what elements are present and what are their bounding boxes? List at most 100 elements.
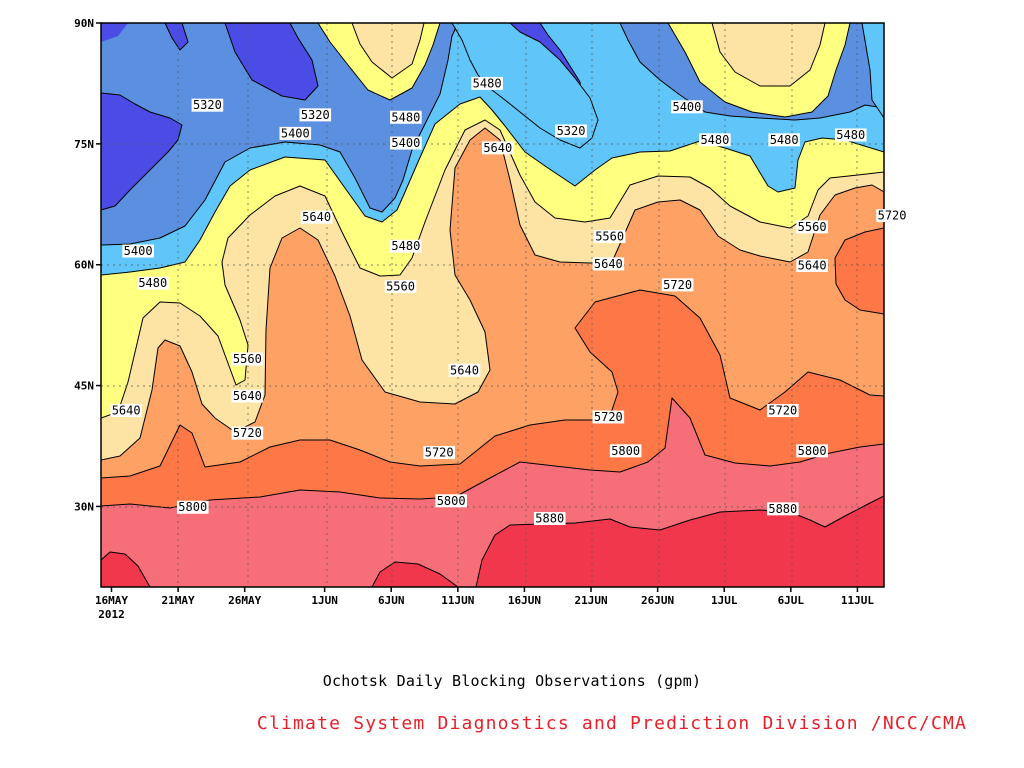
- contour-label: 5320: [193, 98, 222, 112]
- contour-label: 5720: [878, 209, 907, 223]
- contour-label: 5400: [124, 244, 153, 258]
- contour-label-box: [876, 209, 908, 223]
- band-below-5320-west: [101, 92, 183, 211]
- contour-label-box: [699, 133, 731, 147]
- contour-label: 5480: [836, 128, 865, 142]
- contour-label-box: [390, 110, 422, 124]
- contour-label-box: [768, 133, 800, 147]
- contour-label-box: [300, 210, 333, 224]
- x-tick-label: 11JUN: [441, 594, 474, 607]
- y-tick-label: 30N: [74, 500, 94, 513]
- contour-label-box: [796, 220, 828, 234]
- contour-label: 5560: [595, 230, 624, 244]
- contour-label-box: [767, 502, 799, 516]
- x-tick-label: 26MAY: [228, 594, 261, 607]
- contour-label-box: [384, 279, 417, 293]
- x-tick-label: 16MAY: [95, 594, 128, 607]
- contour-label-box: [176, 500, 209, 514]
- contour-label: 5720: [594, 410, 623, 424]
- band-above-5880-mid: [371, 561, 459, 587]
- contour-label: 5640: [112, 404, 141, 418]
- contour-label-box: [231, 389, 264, 403]
- contour-label-box: [279, 126, 312, 140]
- contour-label: 5720: [768, 404, 797, 418]
- x-axis: 16MAY 21MAY 26MAY 1JUN 6JUN 11JUN 16JUN 21JUN 26…: [95, 587, 874, 621]
- contour-label: 5320: [301, 108, 330, 122]
- contour-label-box: [796, 444, 828, 458]
- band-above-5880-south: [475, 495, 884, 587]
- y-tick-label: 60N: [74, 259, 94, 272]
- contour-label-box: [533, 512, 566, 526]
- contour-label: 5480: [391, 110, 420, 124]
- contour-label: 5400: [672, 100, 701, 114]
- contour-labels: 5320 5320 5320 5400 5400 5400 5400 5480 5480 5480…: [110, 76, 908, 526]
- contour-label: 5320: [557, 124, 586, 138]
- contour-label-box: [299, 108, 332, 122]
- contour-label-box: [231, 426, 264, 440]
- contour-label-box: [555, 124, 587, 138]
- contour-label-box: [767, 404, 799, 418]
- x-tick-label: 6JUL: [778, 594, 805, 607]
- contour-label: 5480: [138, 276, 167, 290]
- y-tick-label: 75N: [74, 138, 94, 151]
- band-5720-5800-east: [834, 227, 884, 315]
- contour-label-box: [471, 76, 503, 90]
- contour-label-box: [136, 276, 169, 290]
- x-tick-label: 6JUN: [378, 594, 405, 607]
- x-tick-label: 26JUN: [641, 594, 674, 607]
- band-below-5320-strip: [164, 23, 189, 51]
- credit-line: Climate System Diagnostics and Predictio…: [256, 713, 968, 734]
- band-5560-5640-north2: [711, 23, 826, 87]
- contour-label: 5640: [450, 363, 479, 377]
- contour-label: 5720: [425, 445, 454, 459]
- contour-label: 5480: [770, 133, 799, 147]
- contour-label: 5400: [281, 126, 310, 140]
- contour-label: 5800: [437, 494, 466, 508]
- x-tick-label: 21JUN: [574, 594, 607, 607]
- contour-label: 5640: [483, 141, 512, 155]
- contour-label: 5400: [391, 136, 420, 150]
- contour-label-box: [191, 98, 224, 112]
- y-tick-label: 45N: [74, 380, 94, 393]
- band-above-5880-west: [101, 551, 151, 587]
- contour-label-box: [661, 278, 694, 292]
- band-5560-5640-north1: [351, 23, 425, 79]
- contour-label: 5560: [798, 220, 827, 234]
- contour-label: 5480: [473, 76, 502, 90]
- contour-label: 5720: [663, 278, 692, 292]
- contour-label-box: [592, 257, 625, 271]
- contour-label: 5880: [768, 502, 797, 516]
- band-5400-5480-north3: [451, 23, 599, 149]
- contour-label-box: [609, 444, 642, 458]
- contour-label: 5480: [700, 133, 729, 147]
- contour-label-box: [231, 352, 264, 366]
- contour-label: 5640: [594, 257, 623, 271]
- contour-label: 5640: [798, 259, 827, 273]
- contour-label-box: [390, 239, 422, 253]
- x-tick-label: 16JUN: [508, 594, 541, 607]
- x-tick-label: 11JUL: [841, 594, 874, 607]
- contour-label: 5880: [535, 512, 564, 526]
- contour-label-box: [481, 141, 514, 155]
- contour-label-box: [834, 128, 867, 142]
- contour-label: 5480: [391, 239, 420, 253]
- contour-label-box: [110, 404, 142, 418]
- contour-label-box: [448, 363, 481, 377]
- contour-label-box: [122, 244, 154, 258]
- contour-label-box: [435, 494, 467, 508]
- x-year-label: 2012: [98, 608, 125, 621]
- band-5400-5480-north4: [861, 23, 884, 119]
- contour-label-box: [796, 259, 828, 273]
- plot-frame: [100, 22, 885, 588]
- y-axis: 30N 45N 60N 75N 90N: [74, 17, 101, 513]
- contour-label-box: [390, 136, 422, 150]
- contour-label-box: [593, 230, 626, 244]
- x-tick-label: 21MAY: [162, 594, 195, 607]
- contour-label: 5800: [611, 444, 640, 458]
- band-below-5320-corner: [101, 23, 128, 42]
- x-tick-label: 1JUL: [711, 594, 738, 607]
- contour-label: 5560: [386, 279, 415, 293]
- y-tick-label: 90N: [74, 17, 94, 30]
- contour-label-box: [671, 100, 703, 114]
